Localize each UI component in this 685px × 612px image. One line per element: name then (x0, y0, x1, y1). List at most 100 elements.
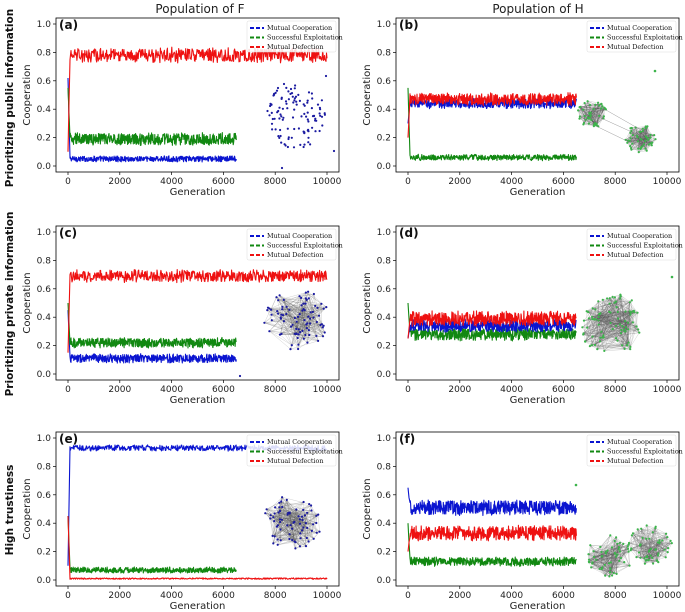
network-node (603, 563, 606, 567)
network-node (606, 297, 609, 300)
network-node (307, 315, 310, 318)
network-node (670, 542, 673, 545)
x-tick-label: 4000 (500, 591, 523, 601)
network-node (315, 531, 318, 534)
network-node (269, 102, 272, 105)
y-tick-label: 0.8 (37, 48, 52, 58)
network-node (310, 504, 313, 507)
network-node (272, 94, 275, 97)
network-node (614, 300, 618, 303)
panel-label: (a) (59, 18, 78, 32)
panel-b: 0 2000 4000 6000 8000 10000 0.0 0.2 0.4 0.6 0.8 1.0… (362, 17, 683, 198)
legend-entry: Successful Exploitation (607, 34, 683, 42)
network-node (304, 297, 307, 300)
network-node (307, 540, 310, 543)
network-node (304, 333, 307, 337)
network-node (595, 124, 599, 127)
network-node (651, 531, 655, 534)
x-tick-label: 2000 (448, 591, 471, 601)
network-node (642, 143, 646, 146)
network-node (286, 524, 289, 527)
series-line-mutual-cooperation (67, 77, 237, 163)
network-node (620, 329, 623, 332)
network-node (616, 339, 619, 342)
network-node (281, 314, 285, 317)
network-node (656, 554, 660, 557)
network-node (638, 331, 641, 334)
network-node (306, 511, 309, 514)
network-node (312, 292, 315, 296)
x-tick-label: 0 (65, 177, 71, 187)
network-node (629, 137, 632, 140)
network-node (619, 323, 622, 326)
network-node (270, 313, 273, 316)
legend: Mutual Cooperation Successful Exploitatio… (246, 434, 343, 467)
network-node (302, 145, 305, 149)
network-node (310, 529, 313, 533)
network-node (587, 117, 590, 120)
x-axis-label: Generation (510, 187, 566, 198)
network-node (319, 114, 322, 117)
network-node (281, 505, 284, 509)
panel-f: 0 2000 4000 6000 8000 10000 0.0 0.2 0.4 0.6 0.8 1.0… (362, 431, 683, 612)
plot-frame (395, 17, 680, 173)
network-node (295, 508, 298, 511)
network-node (286, 107, 289, 110)
network-node (320, 302, 323, 305)
network-node (663, 548, 666, 551)
network-node (597, 101, 600, 104)
network-node (631, 532, 635, 535)
y-tick-label: 0.8 (37, 462, 52, 472)
network-node (295, 327, 298, 330)
network-node (306, 322, 309, 325)
network-node (304, 545, 308, 548)
network-node (323, 112, 326, 115)
legend-box (586, 434, 677, 467)
network-node (282, 320, 285, 323)
network-node (583, 102, 586, 105)
series-line-successful-exploitation (407, 87, 577, 162)
network-node (302, 500, 305, 504)
network-inset (266, 74, 336, 170)
network-node (588, 345, 592, 348)
network-node (302, 103, 305, 106)
x-tick-label: 0 (405, 177, 411, 187)
network-node (295, 100, 298, 103)
network-node (652, 562, 655, 565)
legend-entry: Mutual Defection (267, 457, 323, 465)
x-tick-label: 8000 (264, 385, 287, 395)
network-node (631, 142, 634, 145)
legend-box (586, 228, 677, 261)
network-node (587, 560, 591, 563)
network-node (600, 567, 603, 571)
network-node (300, 296, 303, 299)
network-node (608, 575, 611, 578)
network-node (628, 139, 631, 143)
network-node (286, 127, 289, 130)
network-node (289, 348, 292, 351)
network-node (283, 143, 286, 146)
network-node (666, 551, 669, 554)
network-node (299, 331, 302, 334)
network-node (602, 336, 605, 339)
network-node (293, 520, 296, 523)
network-node (582, 108, 585, 111)
network-node (627, 550, 630, 553)
network-node (649, 136, 652, 139)
network-node (282, 116, 285, 119)
network-node (293, 108, 296, 111)
network-node (281, 118, 284, 121)
x-tick-label: 2000 (448, 385, 471, 395)
y-tick-label: 0.4 (37, 313, 52, 323)
network-node (631, 134, 634, 137)
network-node (301, 529, 304, 532)
panel-label: (b) (399, 18, 419, 32)
network-node (592, 550, 595, 553)
network-node (321, 335, 325, 338)
legend-entry: Mutual Cooperation (267, 232, 332, 240)
network-node (604, 574, 607, 577)
network-node (644, 135, 647, 138)
network-node (643, 562, 647, 565)
network-node (323, 331, 326, 334)
network-node (277, 312, 280, 315)
